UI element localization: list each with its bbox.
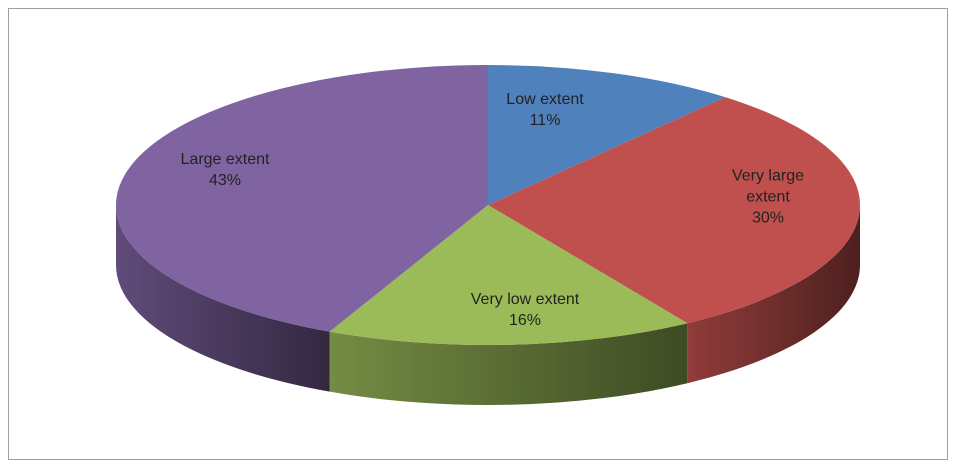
pie-slice-side — [116, 205, 330, 392]
pie-slice — [488, 65, 726, 205]
category-label: Very large extent — [731, 167, 805, 206]
value-label: 30% — [751, 209, 785, 227]
category-label: Very low extent — [470, 291, 580, 308]
pie-slice-side — [687, 205, 861, 384]
data-label: Low extent 11% — [485, 89, 605, 131]
value-label: 16% — [508, 312, 542, 329]
pie-slice — [329, 205, 688, 345]
pie-slice — [488, 97, 860, 324]
pie-slice-side — [329, 323, 688, 405]
chart-frame — [8, 8, 948, 460]
data-label: Large extent 43% — [160, 149, 290, 191]
category-label: Large extent — [180, 151, 270, 168]
value-label: 43% — [208, 172, 242, 189]
data-label: Very low extent 16% — [440, 289, 610, 331]
pie-slice — [115, 64, 488, 332]
data-label: Very large extent 30% — [718, 166, 818, 229]
value-label: 11% — [529, 112, 561, 129]
category-label: Low extent — [506, 91, 584, 108]
